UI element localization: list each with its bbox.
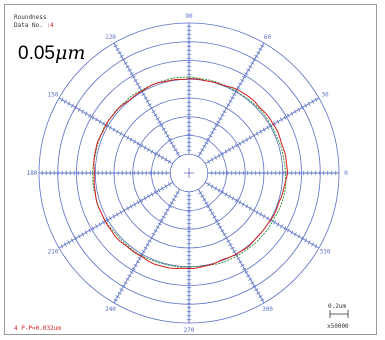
spoke-ticks-330 [207, 182, 318, 249]
spoke-330 [205, 181, 320, 249]
ring-scale-label: 0.05μm [18, 42, 85, 65]
spoke-ticks-270 [186, 195, 192, 321]
chart-title: Roundness [14, 14, 47, 21]
spoke-30 [205, 97, 320, 165]
magnification: x50000 [327, 323, 349, 330]
angle-label-90: 90 [185, 13, 193, 20]
spoke-ticks-300 [198, 191, 265, 302]
angle-label-60: 60 [264, 34, 272, 41]
spoke-300 [197, 189, 265, 304]
pp-result: 4 P-P=0.032um [14, 325, 61, 332]
spoke-ticks-180 [41, 170, 167, 176]
spoke-210 [58, 181, 173, 249]
spoke-150 [58, 97, 173, 165]
data-number-value: :4 [46, 22, 54, 29]
scale-bar-value: 0.2um [328, 303, 347, 310]
measured-trace [93, 78, 288, 270]
spoke-ticks-90 [186, 25, 192, 151]
ring-scale-value: 0.05 [18, 43, 55, 64]
spoke-60 [197, 42, 265, 157]
spoke-ticks-60 [198, 44, 265, 155]
spoke-ticks-150 [60, 97, 171, 164]
grid-spokes [39, 23, 339, 323]
data-number-label: Data No. [14, 22, 43, 29]
angle-label-180: 180 [27, 170, 38, 177]
angle-label-210: 210 [48, 249, 59, 256]
spoke-240 [113, 189, 181, 304]
angle-label-270: 270 [184, 327, 195, 334]
spoke-ticks-240 [113, 191, 180, 302]
angle-label-300: 300 [262, 306, 273, 313]
center-cross [184, 168, 194, 178]
data-number: Data No. :4 [14, 22, 54, 29]
spoke-ticks-30 [207, 97, 318, 164]
scale-bar [329, 310, 349, 318]
spoke-ticks-0 [211, 170, 337, 176]
angle-label-30: 30 [321, 92, 329, 99]
ring-scale-unit: μm [54, 42, 86, 64]
spoke-120 [113, 42, 181, 157]
spoke-ticks-120 [113, 44, 180, 155]
angle-label-330: 330 [320, 249, 331, 256]
reference-trace [92, 76, 286, 268]
angle-label-150: 150 [48, 92, 59, 99]
angle-label-240: 240 [105, 306, 116, 313]
profile-traces [92, 76, 288, 270]
angle-label-0: 0 [344, 170, 348, 177]
spoke-ticks-210 [60, 182, 171, 249]
angle-label-120: 120 [105, 34, 116, 41]
